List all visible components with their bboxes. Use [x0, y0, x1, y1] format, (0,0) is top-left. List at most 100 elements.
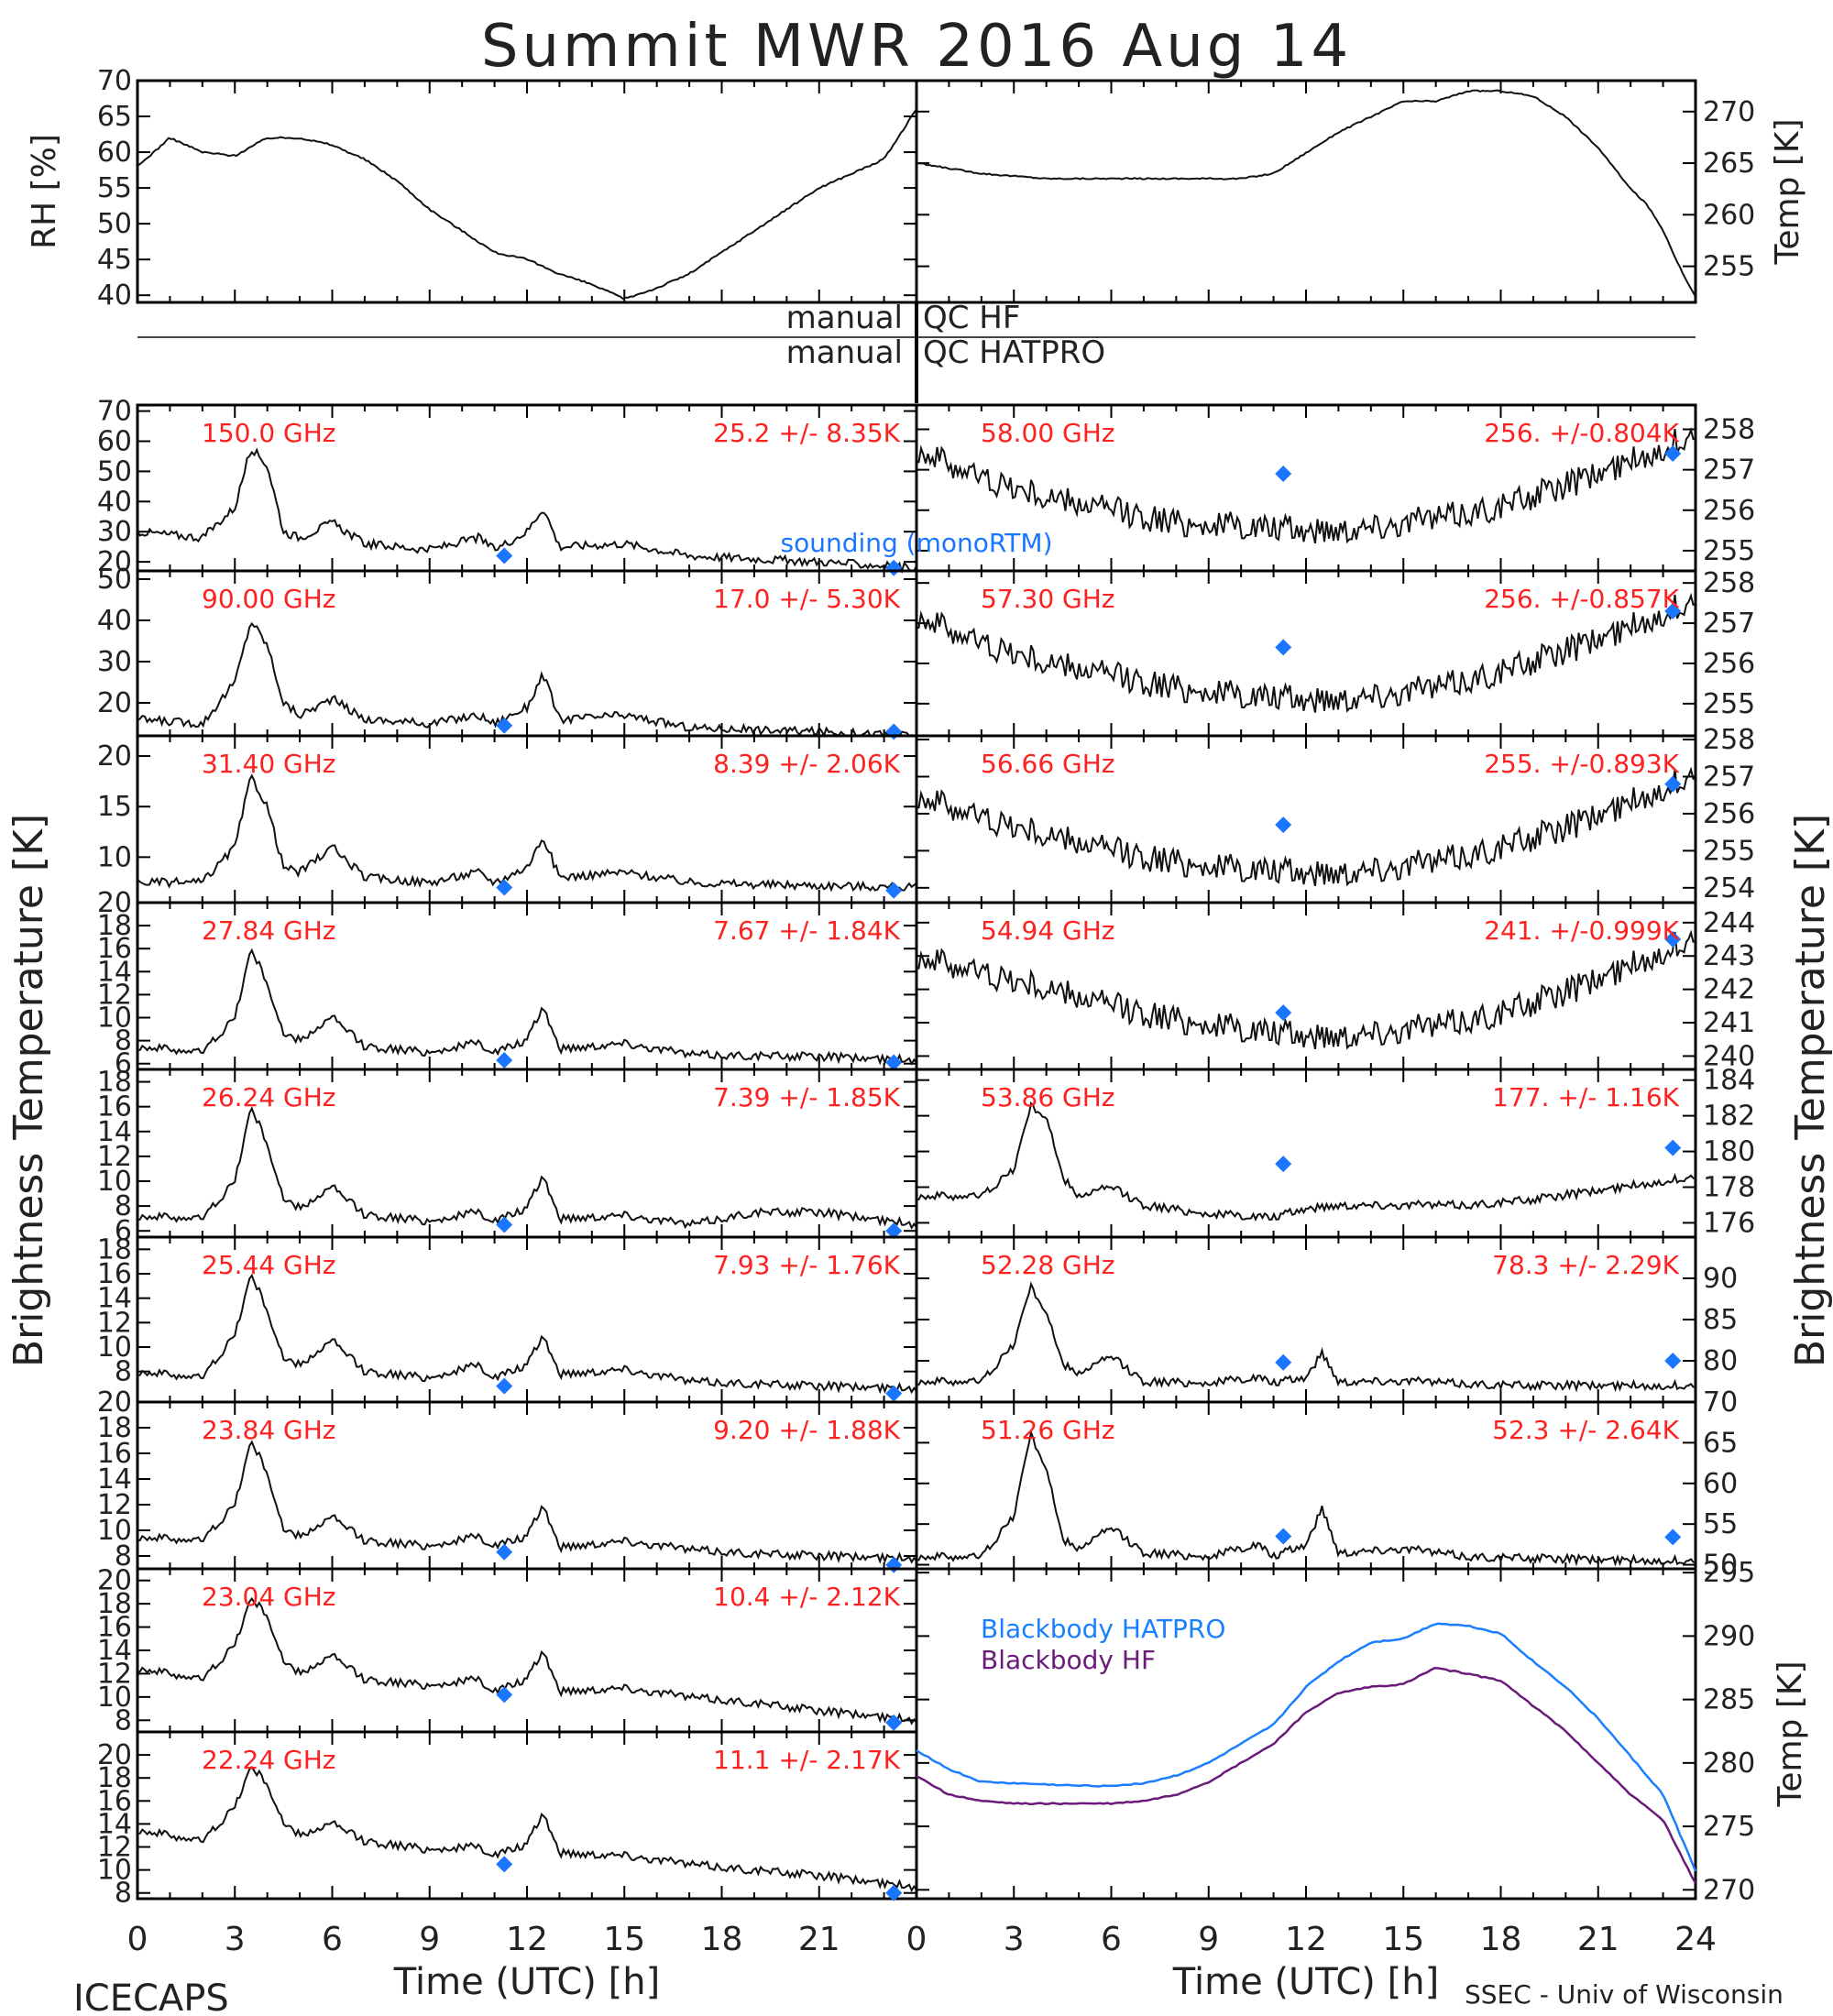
y-tick-label: 8 [115, 1878, 132, 1910]
y-tick-label: 14 [97, 1635, 132, 1667]
y-tick-label: 12 [97, 1307, 132, 1339]
panel-ch57p30: 255 256 257 258 57.30 GHz 256. +/-0.857K [915, 567, 1755, 738]
y-tick-label: 50 [97, 564, 132, 596]
channel-label: 90.00 GHz [202, 584, 336, 614]
y-tick-label: 10 [97, 841, 132, 873]
y-tick-label: 10 [97, 1855, 132, 1887]
channel-label: 22.24 GHz [202, 1745, 336, 1775]
y-tick-label: 14 [97, 1463, 132, 1496]
y-tick-label: 295 [1703, 1557, 1755, 1589]
y-tick-label: 176 [1703, 1207, 1755, 1239]
y-tick-label: 16 [97, 1785, 132, 1817]
y-tick-label: 242 [1703, 974, 1755, 1006]
legend-entry: Blackbody HATPRO [981, 1614, 1225, 1644]
y-tick-label: 240 [1703, 1040, 1755, 1072]
legend-entry: Blackbody HF [981, 1645, 1156, 1675]
panel-ch56p66: 254 255 256 257 258 56.66 GHz 255. +/-0.893K [915, 724, 1755, 904]
y-tick-label: 256 [1703, 798, 1755, 830]
y-tick-label: 50 [97, 455, 132, 488]
y-tick-label: 180 [1703, 1136, 1755, 1168]
sounding-marker [496, 879, 513, 896]
y-tick-label: 255 [1703, 535, 1755, 567]
x-tick-label: 21 [798, 1921, 840, 1958]
y-tick-label: 16 [97, 1258, 132, 1290]
sounding-marker [1275, 1156, 1292, 1173]
channel-stats: 11.1 +/- 2.17K [713, 1745, 900, 1775]
series-line [916, 929, 1696, 1050]
y-tick-label: 8 [115, 1190, 132, 1222]
channel-stats: 256. +/-0.857K [1484, 584, 1679, 614]
sounding-marker [496, 547, 513, 564]
footer-ssec: SSEC - Univ of Wisconsin [1465, 1979, 1784, 2010]
x-tick-label: 0 [906, 1921, 927, 1958]
channel-label: 23.04 GHz [202, 1582, 336, 1612]
y-tick-label: 30 [97, 516, 132, 548]
qc-hf-label: QC HF [923, 300, 1020, 336]
y-tick-label: 18 [97, 1067, 132, 1099]
y-tick-label: 6 [115, 1215, 132, 1247]
channel-label: 52.28 GHz [981, 1250, 1115, 1280]
y-tick-label: 257 [1703, 455, 1755, 487]
x-tick-label: 6 [322, 1921, 343, 1958]
y-tick-label: 65 [1703, 1427, 1738, 1459]
y-tick-label: 12 [97, 979, 132, 1011]
y-tick-label: 255 [1703, 835, 1755, 867]
y-tick-label: 20 [97, 687, 132, 719]
y-tick-label: 60 [97, 137, 132, 169]
sounding-marker [496, 1377, 513, 1395]
series-line [137, 108, 917, 301]
xlabel-left: Time (UTC) [h] [393, 1961, 660, 2003]
sounding-marker [1275, 1353, 1292, 1371]
channel-label: 23.84 GHz [202, 1415, 336, 1445]
panel-ylabel: RH [%] [26, 134, 63, 249]
y-tick-label: 70 [97, 65, 132, 97]
y-tick-label: 10 [97, 1515, 132, 1547]
channel-stats: 255. +/-0.893K [1484, 749, 1679, 779]
y-tick-label: 40 [97, 605, 132, 637]
y-tick-label: 241 [1703, 1007, 1755, 1039]
sounding-marker [496, 1856, 513, 1873]
x-tick-label: 15 [1382, 1921, 1424, 1958]
y-tick-label: 270 [1703, 1874, 1755, 1906]
series-line [137, 621, 917, 738]
sounding-legend: sounding (monoRTM) [781, 528, 1053, 558]
sounding-marker [1664, 1528, 1682, 1546]
y-tick-label: 20 [97, 740, 132, 772]
y-tick-label: 182 [1703, 1101, 1755, 1133]
panel-blackbody: 270 275 280 285 290 295 Blackbody HATPROBlackb… [915, 1557, 1809, 1906]
sounding-marker [1275, 639, 1292, 656]
sounding-marker [496, 1686, 513, 1704]
y-tick-label: 8 [115, 1540, 132, 1572]
sounding-marker [496, 1051, 513, 1068]
channel-stats: 241. +/-0.999K [1484, 915, 1679, 946]
y-tick-label: 70 [1703, 1386, 1738, 1419]
series-line [916, 89, 1696, 298]
x-tick-label: 3 [1004, 1921, 1025, 1958]
sounding-marker [1275, 466, 1292, 483]
y-tick-label: 184 [1703, 1065, 1755, 1097]
x-tick-label: 9 [419, 1921, 440, 1958]
y-tick-label: 18 [97, 1412, 132, 1444]
y-tick-label: 8 [115, 1356, 132, 1388]
x-tick-label: 12 [506, 1921, 548, 1958]
y-tick-label: 18 [97, 1233, 132, 1265]
y-tick-label: 60 [97, 425, 132, 457]
y-tick-label: 258 [1703, 724, 1755, 756]
sounding-marker [885, 1222, 903, 1240]
series-line [916, 766, 1696, 887]
channel-stats: 78.3 +/- 2.29K [1492, 1250, 1679, 1280]
y-tick-label: 30 [97, 646, 132, 678]
x-tick-label: 18 [1480, 1921, 1522, 1958]
y-tick-label: 55 [97, 172, 132, 204]
y-tick-label: 270 [1703, 96, 1755, 128]
sounding-marker [885, 723, 903, 740]
channel-label: 31.40 GHz [202, 749, 336, 779]
channel-label: 26.24 GHz [202, 1082, 336, 1112]
y-tick-label: 20 [97, 887, 132, 919]
sounding-marker [885, 882, 903, 899]
panel-ch51p26: 50 55 60 65 70 51.26 GHz 52.3 +/- 2.64K [915, 1386, 1738, 1582]
